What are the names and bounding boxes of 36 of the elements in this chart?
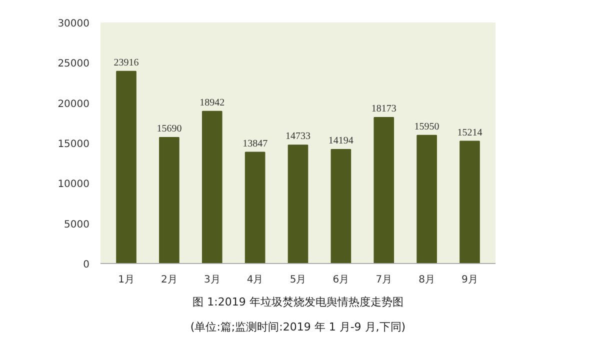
x-tick-label: 5月 [290,274,306,286]
x-tick-label: 1月 [118,274,134,286]
x-tick-label: 7月 [376,274,392,286]
bar [202,110,222,264]
bar [460,140,480,264]
y-tick-label: 5000 [64,219,90,230]
x-tick-label: 2月 [161,274,178,286]
data-label: 13847 [242,138,268,150]
x-tick-label: 3月 [204,274,220,286]
text: 图 1:2019 年垃圾焚烧发电舆情热度走势图 [192,296,404,308]
bar [159,136,180,264]
data-label: 15214 [457,127,482,138]
x-tick-label: 9月 [462,274,478,286]
bar [374,117,394,264]
bar [244,152,266,264]
data-label: 14733 [286,131,310,142]
bar [116,70,136,264]
data-label: 23916 [114,57,139,68]
bar [416,134,437,264]
y-tick-label: 30000 [58,18,90,30]
x-tick-label: 4月 [246,274,264,286]
data-label: 18942 [200,97,225,108]
data-label: 18173 [371,104,396,115]
x-tick-label: 6月 [332,274,350,286]
bar [288,144,308,264]
y-tick-label: 0 [83,260,90,270]
y-tick-label: 25000 [58,58,90,70]
data-label: 15690 [156,123,182,134]
x-tick-label: 8月 [418,274,435,286]
data-label: 14194 [328,135,354,146]
data-label: 15950 [414,121,440,132]
text: (单位:篇;监测时间:2019 年 1 月-9 月,下同) [190,320,406,334]
y-tick-label: 20000 [58,98,90,110]
bar [330,148,352,264]
y-tick-label: 15000 [58,139,90,150]
y-tick-label: 10000 [58,179,90,190]
